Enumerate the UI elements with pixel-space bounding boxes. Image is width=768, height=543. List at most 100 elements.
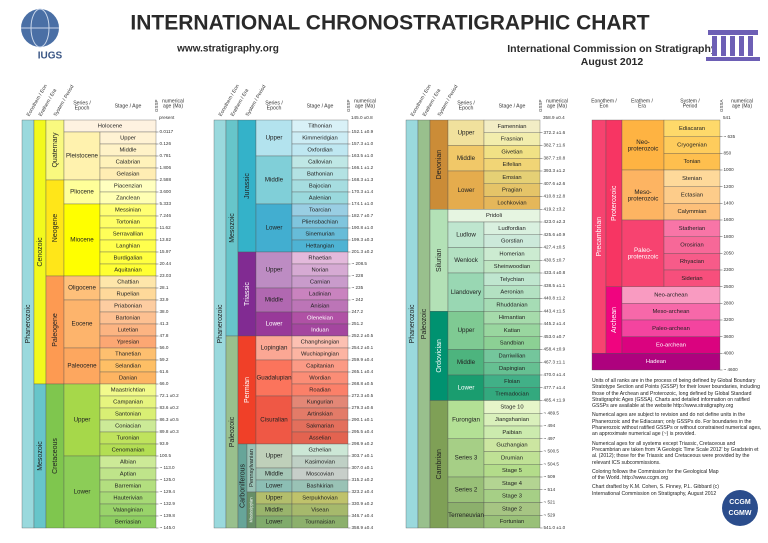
age-label: 5.333 [160, 201, 172, 206]
unit-label: Series 3 [455, 455, 478, 462]
unit-label: Middle [457, 359, 476, 366]
age-label: ~ 494 [544, 423, 556, 428]
age-label: ~ 145.0 [160, 525, 176, 530]
column-header: System / Period [53, 84, 76, 118]
stage-label: Barremian [115, 484, 142, 490]
stage-label: Sakmarian [306, 424, 334, 430]
stage-label: Holocene [98, 124, 123, 130]
unit-cell [621, 219, 665, 287]
unit-label: Cretaceous [52, 438, 59, 474]
age-label: 458.4 ±0.9 [544, 347, 566, 352]
stage-label: Changhsingian [301, 340, 340, 346]
stage-label: Darriwilian [498, 353, 525, 359]
unit-label: Ludlow [456, 231, 476, 238]
stage-label: Guzhangian [496, 443, 527, 449]
age-label: 83.6 ±0.2 [160, 405, 180, 410]
age-label: 1400 [724, 201, 735, 206]
stage-label: Aptian [120, 472, 136, 478]
unit-label: Quaternary [52, 132, 59, 168]
unit-label: Archean [611, 307, 618, 333]
stage-label: Toarcian [309, 208, 331, 214]
stage-label: Katian [504, 328, 520, 334]
unit-label: Permian [244, 377, 251, 403]
unit-label: Meso-proterozoic [628, 188, 659, 202]
stage-label: Burdigalian [113, 256, 142, 262]
age-label: 251.2 [352, 321, 364, 326]
unit-cell [447, 374, 485, 401]
unit-label: Pliocene [70, 189, 94, 196]
stage-label: Kungurian [307, 400, 333, 406]
stage-label: Anisian [310, 304, 329, 310]
stage-label: Dapingian [499, 366, 525, 372]
age-label: ~ 521 [544, 500, 556, 505]
age-label: 152.1 ±0.9 [352, 129, 374, 134]
age-label: 410.8 ±2.8 [544, 194, 566, 199]
column-header: GSSP [154, 99, 159, 112]
age-label: 279.3 ±0.6 [352, 405, 374, 410]
stage-label: Jiangshanian [495, 417, 529, 423]
age-label: ~ 235 [352, 285, 364, 290]
ccgm-logo: CCGM CGMW [722, 490, 758, 526]
logo-pillar [730, 36, 735, 56]
unit-label: Mesozoic [229, 213, 236, 243]
age-label: ~ 514 [544, 487, 556, 492]
age-label: 295.5 ±0.4 [352, 429, 374, 434]
stage-label: Floian [504, 379, 520, 385]
unit-label: Cambrian [436, 449, 443, 479]
stage-label: Cenomanian [112, 448, 145, 454]
age-label: 41.3 [160, 321, 169, 326]
unit-cell [255, 155, 293, 205]
date: August 2012 [581, 56, 644, 68]
stage-label: Hadean [646, 359, 666, 365]
unit-label: Wenlock [454, 257, 479, 264]
stage-label: Moscovian [306, 472, 334, 478]
age-label: 170.3 ±1.4 [352, 189, 374, 194]
age-label: 419.2 ±3.2 [544, 206, 566, 211]
age-label: ~ 504.5 [544, 461, 560, 466]
age-label: 2050 [724, 251, 735, 256]
age-label: ~ 242 [352, 297, 364, 302]
stage-cell [99, 515, 157, 529]
stage-label: Langhian [116, 244, 140, 250]
top-age: 358.9 ±0.4 [543, 115, 565, 120]
age-label: 1200 [724, 184, 735, 189]
unit-cell [63, 383, 101, 457]
column-header: Stage / Age [115, 103, 142, 109]
age-label: 3.600 [160, 189, 172, 194]
unit-cell [63, 131, 101, 181]
stage-label: Roadian [309, 388, 331, 394]
age-label: 315.2 ±0.2 [352, 477, 374, 482]
age-label: 11.62 [160, 225, 172, 230]
unit-cell [447, 502, 485, 529]
age-label: 89.8 ±0.3 [160, 429, 180, 434]
top-age: present [159, 115, 175, 120]
unit-label: Upper [266, 453, 283, 460]
notes: Units of all ranks are in the process of… [592, 378, 764, 500]
logo-roof [708, 30, 758, 35]
stage-label: Callovian [308, 160, 332, 166]
unit-label: Paleocene [67, 363, 97, 370]
iugs-logo: IUGS [21, 8, 63, 62]
logo-pillar [748, 36, 753, 56]
stage-label: Berriasian [115, 520, 141, 526]
stage-label: Wuchiapingian [301, 352, 339, 358]
unit-label: Lower [266, 483, 283, 490]
age-label: 93.9 [160, 441, 169, 446]
unit-label: Middle [265, 177, 284, 184]
age-label: ~ 125.0 [160, 477, 176, 482]
age-label: ~ 228 [352, 273, 364, 278]
age-label: 61.6 [160, 369, 169, 374]
ics-logo [706, 30, 760, 61]
stage-label: Artinskian [307, 412, 332, 418]
age-label: 485.4 ±1.9 [544, 398, 566, 403]
age-label: 438.5 ±1.1 [544, 283, 566, 288]
age-label: 190.8 ±1.0 [352, 225, 374, 230]
ccgm-text: CGMW [729, 510, 752, 517]
age-label: 254.2 ±0.1 [352, 345, 374, 350]
stage-label: Gzhelian [309, 448, 332, 454]
stage-label: Homerian [499, 251, 524, 257]
stage-label: Frasnian [501, 137, 524, 143]
column-header: Series / Epoch [73, 101, 91, 112]
stage-label: Tournaisian [305, 520, 335, 526]
age-label: 2300 [724, 267, 735, 272]
